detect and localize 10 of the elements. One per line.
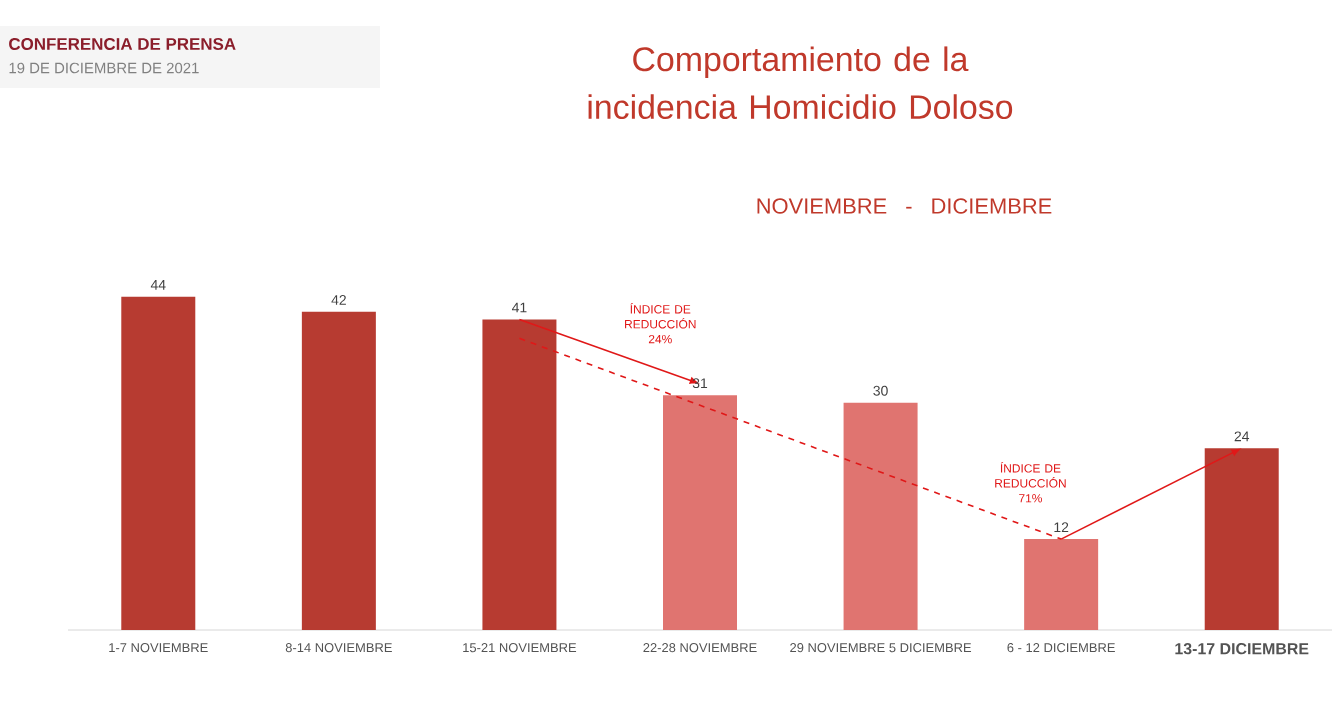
bar <box>1024 539 1099 630</box>
bar <box>121 296 196 630</box>
bar <box>843 402 918 630</box>
bar <box>663 395 737 630</box>
bar <box>301 311 376 630</box>
chart-subtitle: NOVIEMBRE - DICIEMBRE <box>757 198 1052 214</box>
text: CONFERENCIA DE PRENSA <box>9 38 236 50</box>
chart-title: Comportamiento de la incidencia Homicidio Doloso <box>588 46 1013 120</box>
bar <box>1204 448 1279 630</box>
bar <box>482 319 557 630</box>
